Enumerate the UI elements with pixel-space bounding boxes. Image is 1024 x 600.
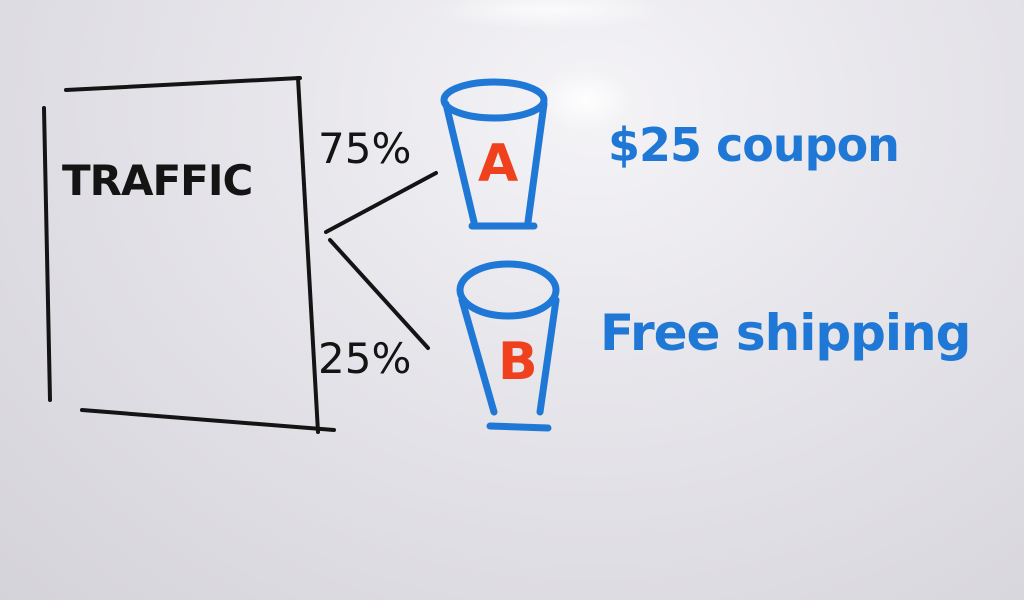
board-glare (540, 70, 630, 130)
split-line-b (328, 238, 430, 350)
split-lines (324, 171, 438, 350)
split-percent-a: 75% (318, 124, 412, 173)
variant-a-offer: $25 coupon (608, 118, 900, 172)
cup-a (440, 78, 548, 230)
variant-a-letter: A (478, 134, 519, 194)
variant-b-letter: B (498, 332, 538, 392)
split-line-a (324, 171, 438, 234)
split-percent-b: 25% (318, 334, 412, 383)
cup-b (456, 260, 560, 432)
traffic-label: TRAFFIC (62, 156, 253, 205)
traffic-box (42, 76, 336, 434)
variant-b-offer: Free shipping (600, 304, 971, 362)
